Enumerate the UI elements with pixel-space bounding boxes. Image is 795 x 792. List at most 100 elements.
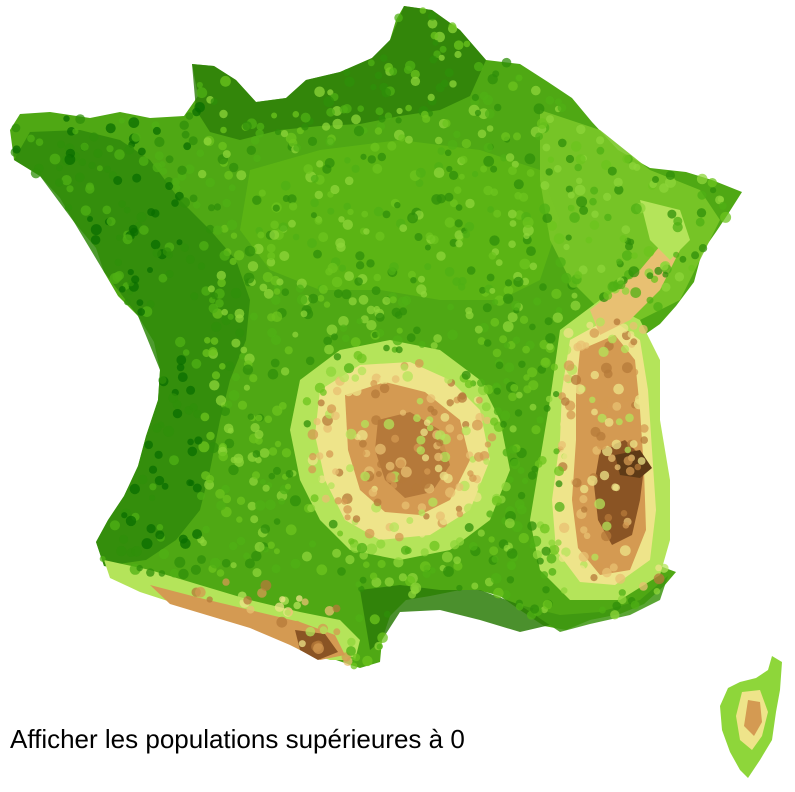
commune-dot — [228, 184, 236, 192]
commune-dot — [603, 192, 612, 201]
commune-dot — [178, 568, 189, 580]
commune-dot — [420, 428, 428, 437]
commune-dot — [216, 270, 226, 281]
commune-dot — [271, 564, 281, 574]
commune-dot — [154, 151, 164, 161]
commune-dot — [215, 299, 224, 308]
commune-dot — [387, 141, 397, 151]
commune-dot — [561, 397, 570, 406]
commune-dot — [462, 230, 471, 239]
commune-dot — [673, 251, 680, 258]
commune-dot — [427, 18, 438, 29]
commune-dot — [576, 196, 588, 208]
commune-dot — [384, 577, 394, 587]
commune-dot — [189, 194, 198, 203]
commune-dot — [511, 300, 521, 311]
commune-dot — [146, 300, 155, 309]
commune-dot — [118, 200, 126, 208]
commune-dot — [244, 245, 256, 257]
commune-dot — [128, 117, 140, 128]
commune-dot — [99, 555, 106, 562]
commune-dot — [90, 224, 102, 236]
commune-dot — [423, 419, 431, 427]
commune-dot — [326, 324, 338, 336]
commune-dot — [558, 138, 567, 148]
commune-dot — [255, 129, 264, 138]
commune-dot — [192, 483, 202, 493]
commune-dot — [116, 234, 122, 241]
commune-dot — [177, 165, 187, 175]
commune-dot — [206, 431, 215, 441]
commune-dot — [353, 125, 365, 137]
commune-dot — [11, 123, 21, 133]
commune-dot — [621, 225, 631, 235]
commune-dot — [691, 251, 700, 260]
commune-dot — [533, 297, 542, 306]
commune-dot — [597, 264, 606, 273]
commune-dot — [509, 220, 517, 227]
commune-dot — [371, 415, 381, 425]
commune-dot — [242, 121, 252, 131]
commune-dot — [376, 643, 383, 650]
commune-dot — [410, 277, 417, 284]
commune-dot — [307, 429, 319, 440]
commune-dot — [436, 251, 446, 261]
commune-dot — [438, 54, 445, 61]
commune-dot — [507, 209, 517, 219]
commune-dot — [379, 375, 389, 385]
commune-dot — [331, 333, 338, 341]
commune-dot — [310, 198, 319, 208]
commune-dot — [116, 545, 127, 557]
commune-dot — [395, 346, 403, 354]
commune-dot — [377, 460, 386, 469]
commune-dot — [198, 441, 210, 453]
commune-dot — [580, 484, 589, 494]
commune-dot — [628, 266, 640, 278]
commune-dot — [565, 154, 575, 164]
commune-dot — [338, 264, 346, 272]
commune-dot — [366, 305, 376, 315]
commune-dot — [181, 130, 190, 139]
commune-dot — [444, 267, 455, 277]
commune-dot — [305, 356, 315, 366]
commune-dot — [630, 287, 642, 298]
commune-dot — [373, 305, 380, 313]
commune-dot — [419, 561, 431, 573]
commune-dot — [596, 440, 607, 451]
commune-dot — [171, 199, 179, 207]
commune-dot — [399, 409, 407, 416]
commune-dot — [246, 145, 256, 155]
commune-dot — [301, 598, 309, 606]
commune-dot — [466, 266, 476, 275]
commune-dot — [357, 105, 365, 112]
commune-dot — [183, 142, 192, 151]
commune-dot — [394, 311, 403, 319]
commune-dot — [504, 279, 513, 287]
commune-dot — [629, 440, 638, 448]
commune-dot — [455, 204, 463, 211]
commune-dot — [395, 117, 402, 124]
commune-dot — [500, 420, 507, 428]
commune-dot — [285, 524, 297, 536]
alps-peak — [615, 450, 652, 478]
commune-dot — [325, 137, 335, 147]
commune-dot — [427, 93, 435, 101]
commune-dot — [389, 296, 397, 304]
commune-dot — [342, 104, 352, 114]
commune-dot — [422, 114, 431, 123]
commune-dot — [354, 277, 363, 286]
commune-dot — [212, 225, 223, 235]
commune-dot — [519, 315, 529, 324]
commune-dot — [202, 349, 211, 358]
commune-dot — [698, 244, 708, 253]
commune-dot — [257, 588, 267, 598]
commune-dot — [413, 326, 421, 335]
commune-dot — [281, 448, 292, 458]
commune-dot — [434, 430, 446, 441]
commune-dot — [614, 185, 624, 195]
commune-dot — [344, 387, 354, 397]
commune-dot — [356, 353, 367, 364]
commune-dot — [220, 224, 229, 233]
commune-dot — [445, 424, 455, 433]
commune-dot — [421, 454, 430, 462]
